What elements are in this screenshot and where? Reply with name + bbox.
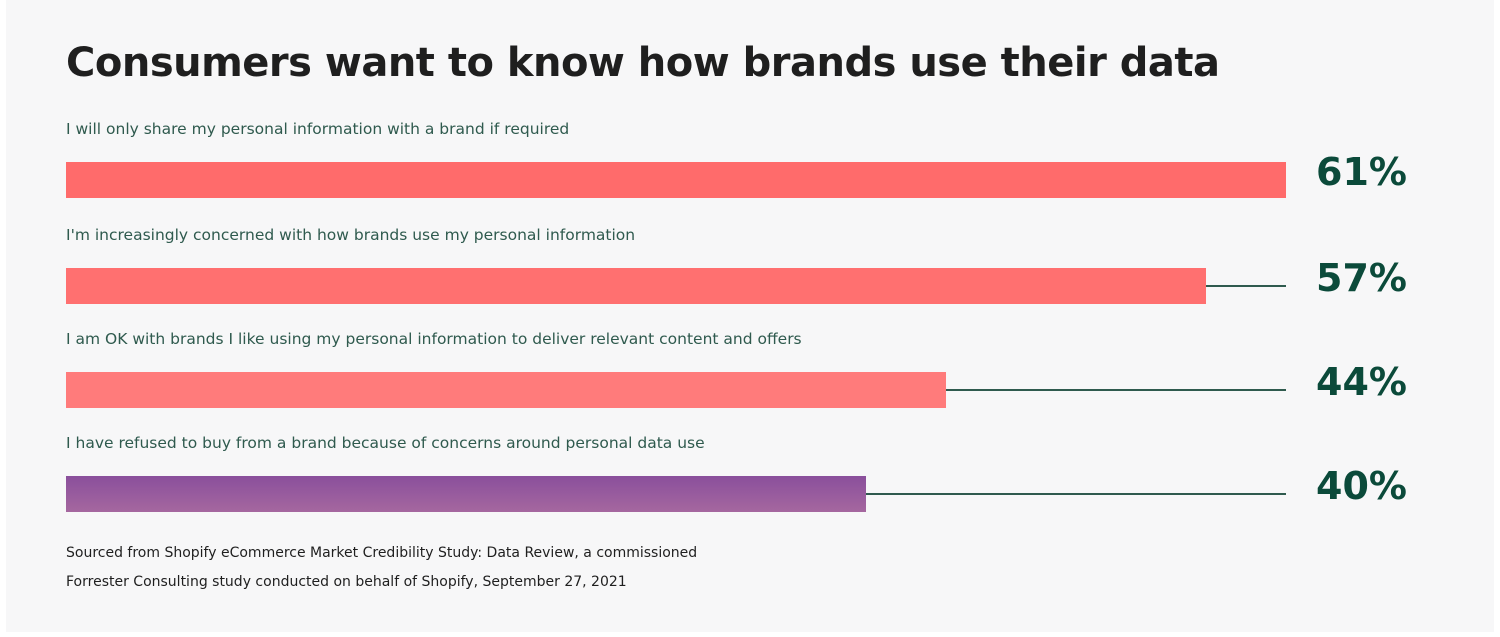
bar-2 [66, 268, 1206, 304]
source-line-2: Forrester Consulting study conducted on … [66, 574, 627, 590]
source-line-1: Sourced from Shopify eCommerce Market Cr… [66, 545, 698, 561]
bar-1 [66, 162, 1286, 198]
bar-track-3 [66, 372, 1286, 408]
bar-track-4 [66, 476, 1286, 512]
bar-4 [66, 476, 866, 512]
bar-3 [66, 372, 946, 408]
bar-label-2: I'm increasingly concerned with how bran… [66, 226, 636, 244]
bar-row-3: I am OK with brands I like using my pers… [0, 330, 1500, 430]
bar-row-2: I'm increasingly concerned with how bran… [0, 226, 1500, 326]
chart-title: Consumers want to know how brands use th… [66, 40, 1220, 86]
bar-track-1 [66, 162, 1286, 198]
value-label-3: 44% [1316, 360, 1407, 404]
value-label-2: 57% [1316, 256, 1407, 300]
value-label-4: 40% [1316, 464, 1407, 508]
bar-label-4: I have refused to buy from a brand becau… [66, 434, 705, 452]
bar-label-3: I am OK with brands I like using my pers… [66, 330, 802, 348]
bar-row-4: I have refused to buy from a brand becau… [0, 434, 1500, 534]
bar-row-1: I will only share my personal informatio… [0, 120, 1500, 220]
value-label-1: 61% [1316, 150, 1407, 194]
bar-label-1: I will only share my personal informatio… [66, 120, 570, 138]
bar-track-2 [66, 268, 1286, 304]
chart-panel [6, 0, 1494, 632]
